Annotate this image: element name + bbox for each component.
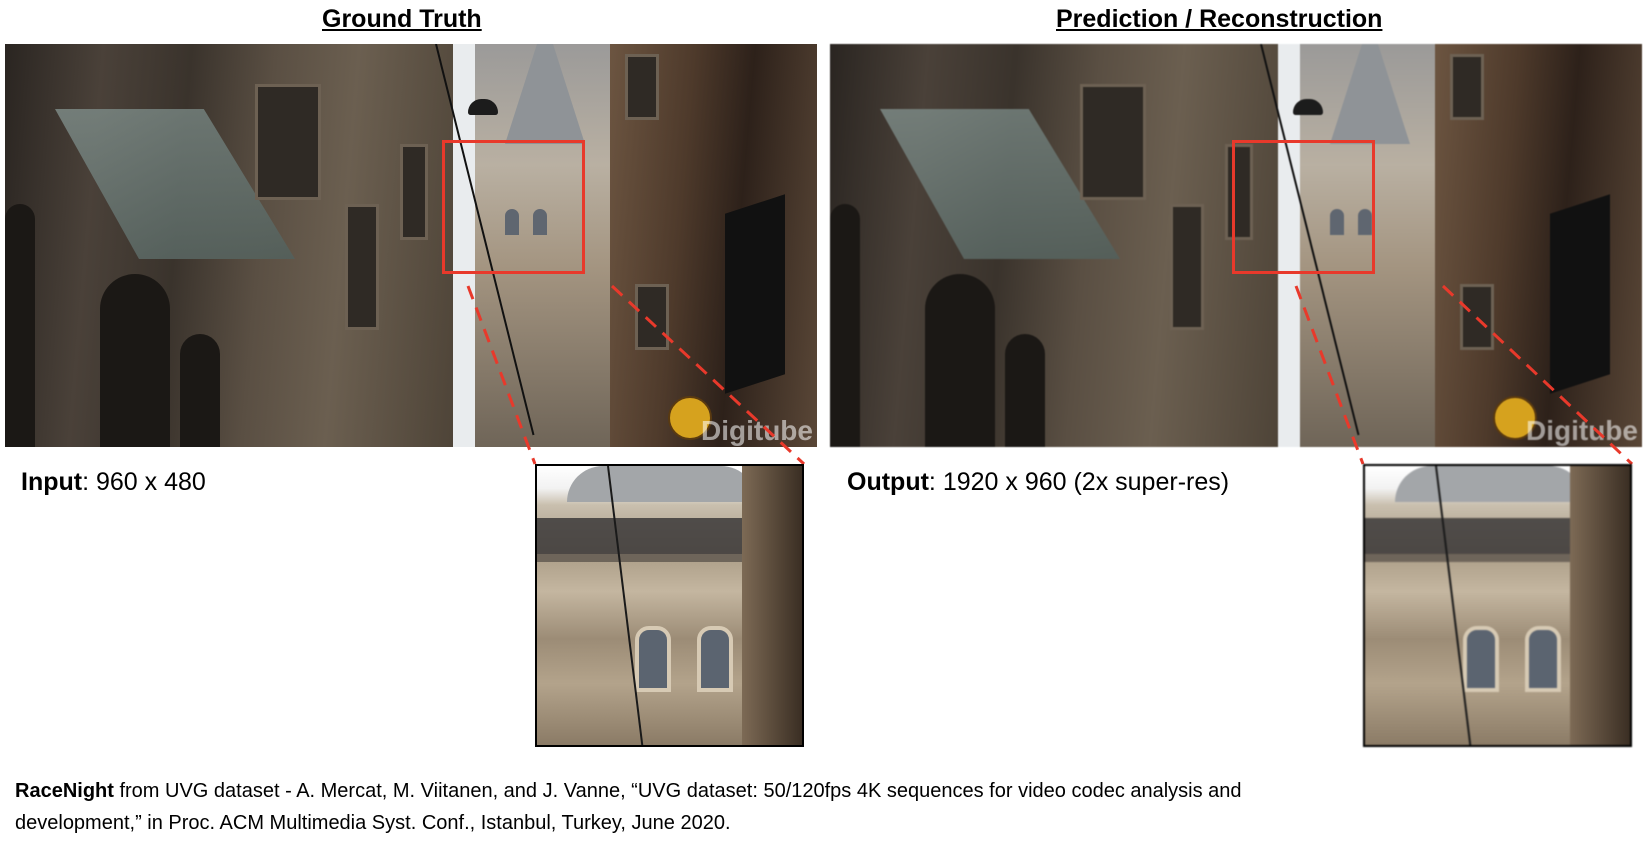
ground-truth-image: Digitube (5, 44, 817, 447)
input-resolution-label: Input: 960 x 480 (21, 468, 206, 497)
input-value: : 960 x 480 (82, 468, 206, 496)
caption-line-2: development,” in Proc. ACM Multimedia Sy… (15, 812, 731, 834)
caption-dataset-name: RaceNight (15, 780, 114, 802)
ground-truth-title: Ground Truth (322, 5, 482, 33)
watermark-text: Digitube (701, 415, 813, 446)
street-scene (830, 44, 1642, 447)
prediction-image: Digitube (830, 44, 1642, 447)
street-lamp (1293, 99, 1323, 115)
prediction-title: Prediction / Reconstruction (1056, 5, 1383, 33)
ground-truth-roi-box (442, 140, 585, 274)
caption-line-1: from UVG dataset - A. Mercat, M. Viitane… (113, 780, 1242, 802)
street-lamp (468, 99, 498, 115)
output-resolution-label: Output: 1920 x 960 (2x super-res) (847, 468, 1229, 497)
street-scene (5, 44, 817, 447)
watermark-text: Digitube (1526, 415, 1638, 446)
ground-truth-zoom-inset (535, 464, 804, 747)
prediction-zoom-inset (1363, 464, 1632, 747)
prediction-roi-box (1232, 140, 1375, 274)
output-value: : 1920 x 960 (2x super-res) (928, 468, 1230, 496)
source-caption: RaceNight from UVG dataset - A. Mercat, … (15, 775, 1615, 839)
output-key: Output (847, 468, 929, 496)
input-key: Input (21, 468, 83, 496)
